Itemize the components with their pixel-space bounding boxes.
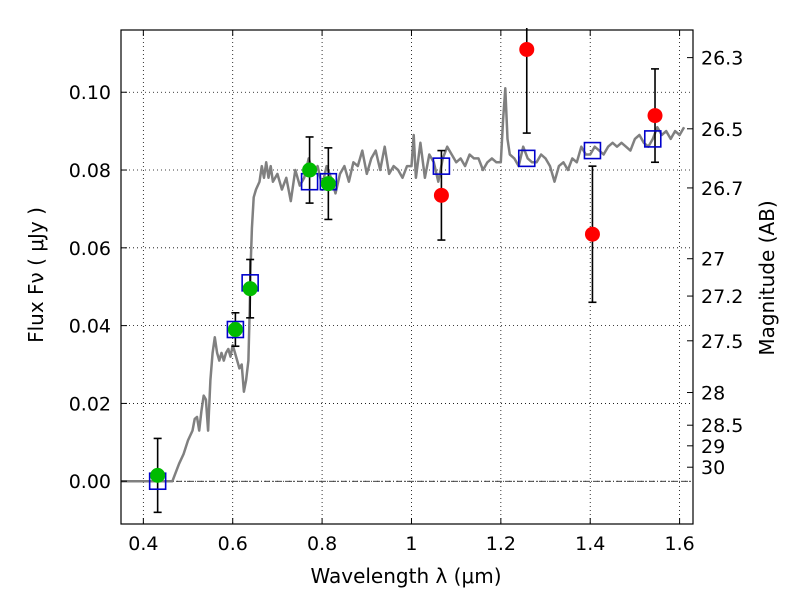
- detection-point: [242, 281, 258, 297]
- model-spectrum: [121, 87, 686, 483]
- right-tick-label: 28: [701, 383, 725, 405]
- grid: [121, 30, 693, 524]
- x-tick-label: 0.4: [128, 533, 158, 555]
- axis-ticks: [121, 30, 693, 524]
- right-tick-label: 26.3: [701, 48, 743, 70]
- model-photometry-square: [643, 130, 662, 148]
- low-snr-point: [519, 41, 535, 57]
- right-tick-label: 30: [701, 457, 725, 479]
- y-tick-label: 0.08: [69, 160, 111, 182]
- right-tick-label: 28.5: [701, 415, 743, 437]
- plot-frame: [120, 29, 694, 525]
- y-tick-label: 0.10: [69, 82, 111, 104]
- low-snr-point: [433, 187, 449, 203]
- y-tick-label: 0.00: [69, 471, 111, 493]
- x-tick-label: 1.4: [575, 533, 605, 555]
- right-tick-label: 26.5: [701, 119, 743, 141]
- model-photometry-square: [583, 141, 602, 160]
- model-photometry-square: [432, 157, 451, 175]
- y-tick-label: 0.06: [69, 238, 111, 260]
- x-tick-label: 0.6: [218, 533, 248, 555]
- y-tick-label: 0.02: [69, 393, 111, 415]
- right-axis-label: Magnitude (AB): [755, 200, 779, 355]
- x-tick-label: 1.6: [664, 533, 694, 555]
- x-tick-label: 1: [405, 533, 417, 555]
- x-tick-label: 0.8: [307, 533, 337, 555]
- detection-point: [227, 322, 243, 338]
- right-tick-label: 27: [701, 249, 725, 271]
- model-photometry-square: [517, 149, 536, 168]
- detection-point: [320, 176, 336, 192]
- right-tick-label: 27.5: [701, 331, 743, 353]
- right-tick-label: 27.2: [701, 286, 743, 308]
- error-bars: [153, 28, 660, 514]
- y-axis-label: Flux Fν ( μJy ): [24, 207, 48, 343]
- detection-point: [150, 467, 166, 483]
- spectrum-line: [121, 87, 686, 483]
- x-tick-label: 1.2: [486, 533, 516, 555]
- low-snr-point: [647, 108, 663, 124]
- right-tick-label: 26.7: [701, 178, 743, 200]
- model-photometry-square: [226, 320, 245, 339]
- observed-points: [150, 41, 663, 483]
- right-tick-label: 29: [701, 436, 725, 458]
- y-tick-label: 0.04: [69, 316, 111, 338]
- low-snr-point: [584, 226, 600, 242]
- model-photometry-points: [148, 130, 662, 491]
- tick-labels: 0.4 0.6 0.8 1 1.2 1.4 1.6 0.00 0.02 0.04 0.06 0.08 0…: [69, 48, 744, 555]
- detection-point: [302, 162, 318, 178]
- x-axis-label: Wavelength λ (μm): [310, 564, 501, 588]
